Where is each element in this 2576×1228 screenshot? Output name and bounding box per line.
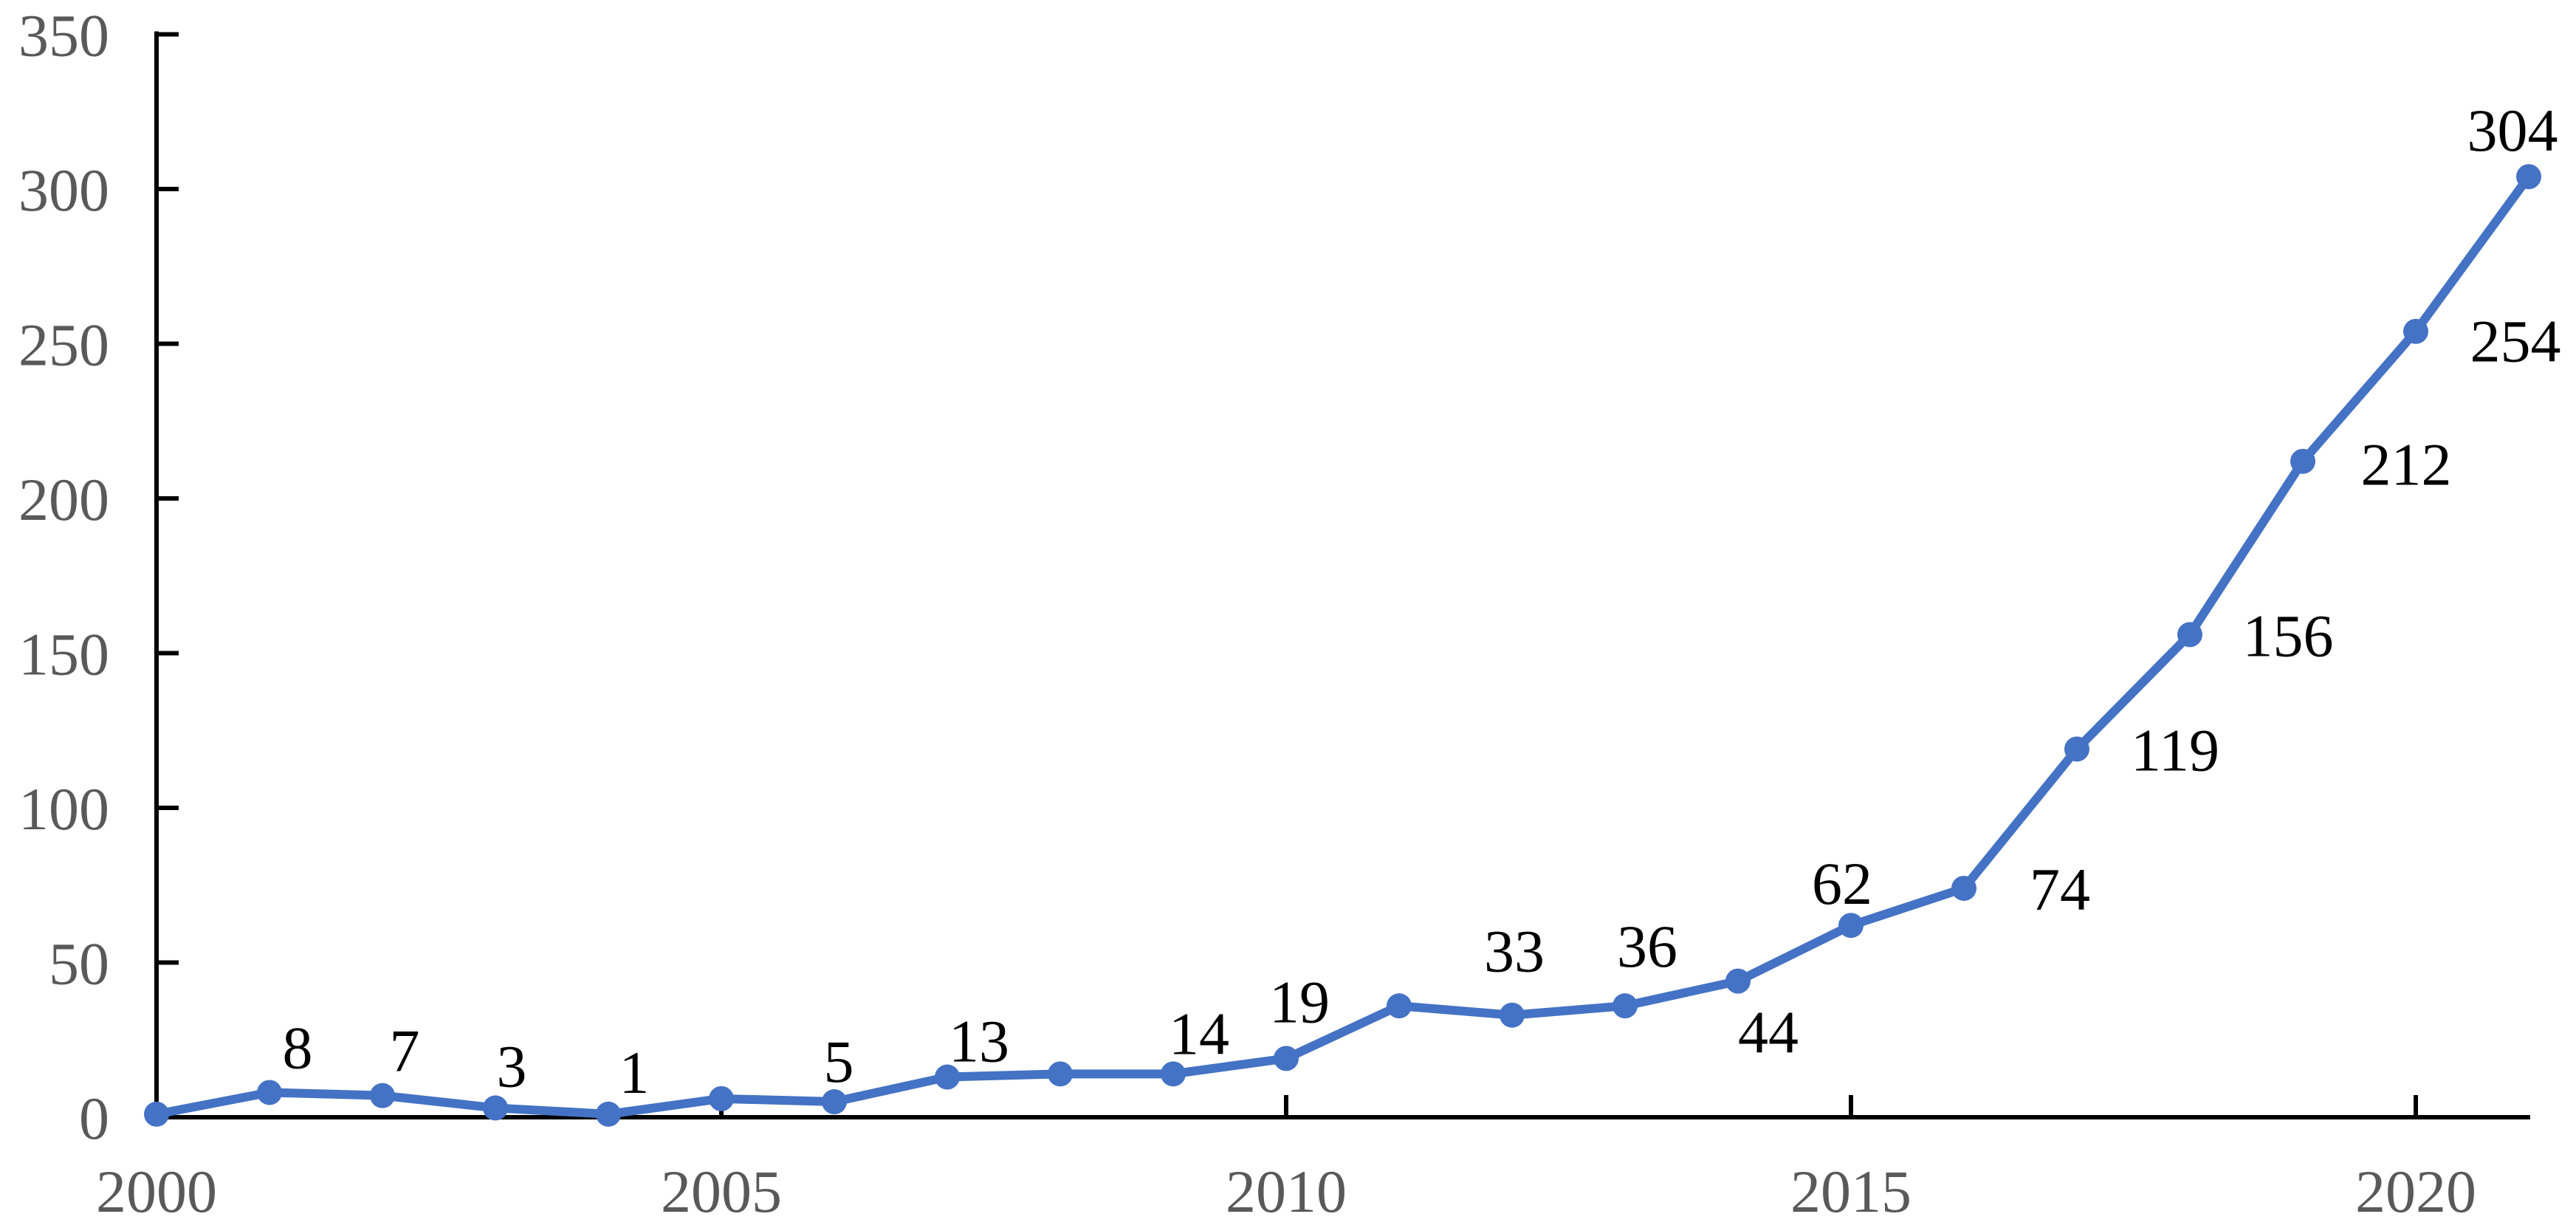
data-label-2017: 119 bbox=[2131, 716, 2219, 783]
data-point-2017 bbox=[2064, 736, 2089, 762]
data-point-2004 bbox=[596, 1101, 621, 1127]
data-point-2000 bbox=[144, 1101, 169, 1127]
data-point-2014 bbox=[1725, 968, 1751, 994]
data-point-2009 bbox=[1161, 1061, 1186, 1087]
y-tick-label-150: 150 bbox=[18, 621, 109, 688]
y-tick-label-0: 0 bbox=[79, 1085, 109, 1152]
data-label-2014: 44 bbox=[1738, 999, 1799, 1066]
data-point-2019 bbox=[2290, 448, 2315, 474]
y-tick-label-100: 100 bbox=[18, 775, 109, 843]
data-label-2021: 304 bbox=[2467, 97, 2558, 164]
y-tick-label-250: 250 bbox=[18, 312, 109, 379]
data-label-2012: 33 bbox=[1484, 918, 1545, 985]
data-point-2012 bbox=[1500, 1002, 1525, 1028]
data-point-2002 bbox=[370, 1083, 395, 1108]
data-label-2015: 62 bbox=[1812, 850, 1872, 917]
data-point-2007 bbox=[935, 1064, 960, 1090]
data-label-2020: 254 bbox=[2470, 308, 2561, 375]
y-tick-label-300: 300 bbox=[18, 157, 109, 224]
data-label-2002: 7 bbox=[390, 1018, 420, 1085]
data-point-2010 bbox=[1274, 1046, 1299, 1071]
x-tick-label-2005: 2005 bbox=[661, 1158, 782, 1225]
data-label-2009: 14 bbox=[1169, 1000, 1229, 1067]
y-tick-label-50: 50 bbox=[49, 930, 109, 998]
data-label-2010: 19 bbox=[1269, 968, 1330, 1035]
data-point-2003 bbox=[483, 1095, 508, 1121]
data-label-2016: 74 bbox=[2030, 856, 2090, 923]
data-label-2006: 5 bbox=[824, 1028, 854, 1095]
x-tick-label-2015: 2015 bbox=[1790, 1158, 1912, 1225]
data-point-2005 bbox=[709, 1085, 734, 1111]
series-line bbox=[152, 172, 2533, 1119]
x-tick-label-2000: 2000 bbox=[96, 1158, 217, 1225]
x-tick-label-2010: 2010 bbox=[1226, 1158, 1347, 1225]
data-label-2019: 212 bbox=[2361, 431, 2452, 498]
data-point-2011 bbox=[1387, 993, 1412, 1019]
data-point-2013 bbox=[1612, 993, 1638, 1019]
data-point-2018 bbox=[2177, 622, 2202, 648]
data-point-2015 bbox=[1838, 913, 1864, 939]
data-point-2016 bbox=[1951, 875, 1976, 901]
data-point-2020 bbox=[2403, 318, 2428, 344]
data-point-2001 bbox=[257, 1080, 282, 1105]
y-tick-label-200: 200 bbox=[18, 466, 109, 533]
x-tick-label-2020: 2020 bbox=[2355, 1158, 2476, 1225]
data-point-2008 bbox=[1048, 1061, 1073, 1087]
data-label-2018: 156 bbox=[2243, 602, 2334, 669]
data-label-2013: 36 bbox=[1617, 913, 1677, 980]
data-label-2003: 3 bbox=[497, 1032, 527, 1100]
y-tick-label-350: 350 bbox=[18, 2, 109, 69]
data-label-2007: 13 bbox=[949, 1008, 1009, 1075]
data-point-2006 bbox=[822, 1089, 847, 1115]
data-label-2004: 1 bbox=[619, 1039, 650, 1106]
data-label-2001: 8 bbox=[283, 1014, 313, 1081]
data-point-2021 bbox=[2516, 164, 2541, 190]
